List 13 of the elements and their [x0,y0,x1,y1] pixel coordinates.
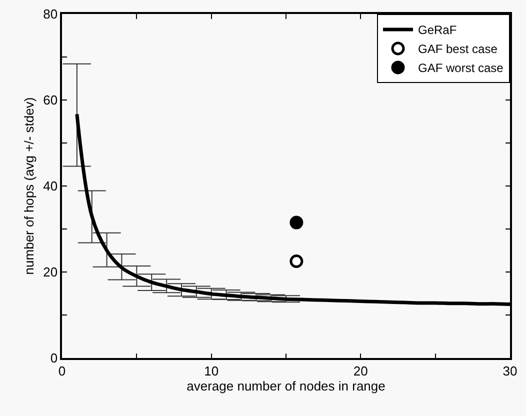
y-tick-label: 60 [43,92,58,108]
y-tick-label: 0 [50,350,58,366]
x-tick-label: 20 [353,363,368,378]
x-tick-label: 10 [204,363,219,378]
y-axis-title: number of hops (avg +/- stdev) [22,97,37,275]
legend-label: GAF worst case [418,61,504,76]
x-axis-title: average number of nodes in range [186,378,386,394]
y-tick-label: 20 [43,264,58,280]
legend-label: GeRaF [418,23,457,38]
y-tick-label: 80 [43,6,58,22]
x-tick-label: 30 [502,363,518,378]
legend-label: GAF best case [418,42,498,56]
y-tick-label: 40 [43,178,58,194]
